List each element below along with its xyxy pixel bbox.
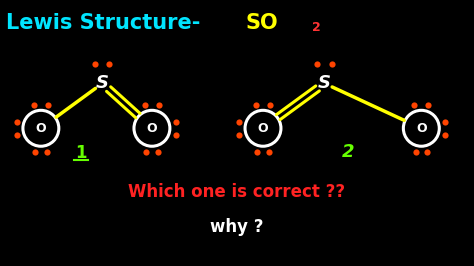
Point bbox=[44, 102, 52, 107]
Text: S: S bbox=[96, 74, 109, 92]
Text: 2: 2 bbox=[312, 20, 320, 34]
Point bbox=[236, 119, 243, 124]
Text: 1: 1 bbox=[75, 144, 87, 162]
Point bbox=[143, 150, 150, 154]
Text: Lewis Structure-: Lewis Structure- bbox=[6, 13, 201, 32]
Point bbox=[43, 150, 50, 154]
Point bbox=[31, 150, 39, 154]
Text: Which one is correct ??: Which one is correct ?? bbox=[128, 183, 346, 201]
Point bbox=[106, 61, 113, 66]
Point bbox=[13, 119, 21, 124]
Point bbox=[425, 102, 432, 107]
Text: O: O bbox=[36, 122, 46, 135]
Text: O: O bbox=[146, 122, 157, 135]
Text: S: S bbox=[318, 74, 331, 92]
Point bbox=[314, 61, 321, 66]
Point bbox=[265, 150, 273, 154]
Point bbox=[254, 150, 261, 154]
Point bbox=[412, 150, 419, 154]
Point bbox=[441, 119, 449, 124]
Point bbox=[266, 102, 274, 107]
Point bbox=[13, 133, 21, 137]
Point bbox=[30, 102, 37, 107]
Point bbox=[172, 133, 179, 137]
Point bbox=[91, 61, 99, 66]
Text: O: O bbox=[416, 122, 427, 135]
Text: SO: SO bbox=[246, 13, 278, 32]
Text: why ?: why ? bbox=[210, 218, 264, 236]
Point bbox=[252, 102, 260, 107]
Point bbox=[155, 102, 163, 107]
Point bbox=[236, 133, 243, 137]
Point bbox=[172, 119, 179, 124]
Point bbox=[141, 102, 149, 107]
Point bbox=[410, 102, 418, 107]
Point bbox=[328, 61, 335, 66]
Point bbox=[441, 133, 449, 137]
Text: 2: 2 bbox=[342, 143, 354, 161]
Point bbox=[423, 150, 431, 154]
Point bbox=[154, 150, 161, 154]
Text: O: O bbox=[258, 122, 268, 135]
